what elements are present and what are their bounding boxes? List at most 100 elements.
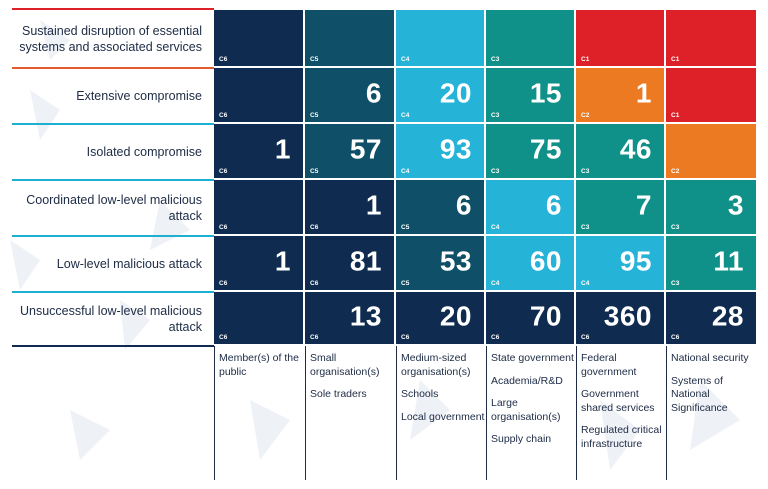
matrix-cell: 20 C4 [396, 68, 486, 124]
cell-value: 57 [349, 133, 382, 165]
column-label-item: Supply chain [491, 433, 552, 445]
column-label-item: Small organisation(s) [310, 352, 380, 378]
category-code: C3 [581, 168, 590, 175]
cell-value: 6 [455, 189, 472, 221]
matrix-cell: C2 [666, 124, 758, 180]
row-separator [12, 235, 214, 237]
cell-value: 28 [711, 300, 744, 332]
category-code: C1 [671, 56, 680, 63]
row-label: Unsuccessful low-level malicious attack [19, 304, 202, 334]
matrix-cell: 57 C5 [305, 124, 396, 180]
column-label: Federal government Government shared serv… [581, 352, 665, 460]
category-code: C3 [671, 280, 680, 287]
background-triangle [70, 410, 110, 460]
row-label: Isolated compromise [86, 145, 202, 159]
matrix-cell: 20 C6 [396, 292, 486, 346]
column-label-item: Federal government [581, 352, 637, 378]
category-code: C1 [581, 56, 590, 63]
column-label: Small organisation(s) Sole traders [310, 352, 394, 411]
column-label-item: Member(s) of the public [219, 352, 299, 378]
cell-value: 11 [713, 245, 744, 277]
matrix-cell: 60 C4 [486, 236, 576, 292]
row-separator [12, 291, 214, 293]
category-code: C4 [581, 280, 590, 287]
category-code: C6 [219, 280, 228, 287]
column-label: National security Systems of National Sig… [671, 352, 755, 424]
cell-value: 6 [545, 189, 562, 221]
column-label-item: Local government [401, 410, 485, 423]
background-triangle [40, 20, 70, 60]
background-triangle [410, 380, 450, 440]
matrix-cell: C1 [576, 10, 666, 68]
category-code: C4 [401, 168, 410, 175]
cell-value: 70 [529, 300, 562, 332]
matrix-cell: C3 [486, 10, 576, 68]
matrix-cell: 75 C3 [486, 124, 576, 180]
cell-value: 20 [439, 77, 472, 109]
background-triangle [250, 400, 290, 460]
column-label: State government Academia/R&D Large organi… [491, 352, 575, 456]
matrix-cell: 6 C5 [305, 68, 396, 124]
row-separator [12, 67, 214, 69]
category-code: C6 [671, 334, 680, 341]
matrix-cell: 7 C3 [576, 180, 666, 236]
matrix-cell: 1 C6 [305, 180, 396, 236]
matrix-cell: C6 [214, 10, 305, 68]
row-separator [12, 123, 214, 125]
column-label-item: Systems of National Significance [671, 374, 728, 414]
matrix-cell: C1 [666, 10, 758, 68]
row-label: Extensive compromise [76, 89, 202, 103]
category-code: C5 [401, 280, 410, 287]
matrix-cell: 15 C3 [486, 68, 576, 124]
category-code: C2 [581, 112, 590, 119]
category-code: C3 [491, 56, 500, 63]
background-triangle [10, 240, 40, 290]
column-label-item: State government [491, 352, 574, 364]
row-label: Low-level malicious attack [56, 257, 202, 271]
matrix-cell: 70 C6 [486, 292, 576, 346]
category-code: C4 [401, 56, 410, 63]
category-code: C6 [310, 224, 319, 231]
matrix-cell: 53 C5 [396, 236, 486, 292]
category-code: C4 [401, 112, 410, 119]
cell-value: 15 [529, 77, 562, 109]
column-divider [214, 346, 215, 480]
matrix-cell: C4 [396, 10, 486, 68]
background-triangle [120, 300, 150, 350]
category-code: C4 [491, 224, 500, 231]
column-divider [576, 346, 577, 480]
matrix-cell: 1 C6 [214, 124, 305, 180]
matrix-cell: C6 [214, 68, 305, 124]
cell-value: 1 [274, 133, 291, 165]
category-code: C3 [581, 224, 590, 231]
row-label: Coordinated low-level malicious attack [26, 193, 202, 223]
background-triangle [690, 380, 740, 450]
category-code: C6 [401, 334, 410, 341]
category-code: C6 [310, 334, 319, 341]
category-code: C6 [491, 334, 500, 341]
column-label-item: National security [671, 352, 749, 364]
row-separator [12, 179, 214, 181]
category-code: C5 [401, 224, 410, 231]
matrix-cell: 11 C3 [666, 236, 758, 292]
column-label-item: Government shared services [581, 388, 655, 414]
cell-value: 1 [274, 245, 291, 277]
column-label-item: Schools [401, 388, 439, 400]
cell-value: 93 [439, 133, 472, 165]
column-label-item: Sole traders [310, 388, 367, 400]
category-code: C3 [671, 224, 680, 231]
category-code: C6 [219, 168, 228, 175]
column-label-item: Large organisation(s) [491, 397, 561, 423]
matrix-cell: 360 C6 [576, 292, 666, 346]
cell-value: 6 [365, 77, 382, 109]
cell-value: 46 [619, 133, 652, 165]
category-code: C4 [491, 280, 500, 287]
category-code: C6 [219, 56, 228, 63]
cell-value: 95 [619, 245, 652, 277]
cell-value: 81 [349, 245, 382, 277]
cell-value: 1 [365, 189, 382, 221]
matrix-cell: 28 C6 [666, 292, 758, 346]
category-code: C6 [219, 334, 228, 341]
matrix-cell: 1 C6 [214, 236, 305, 292]
